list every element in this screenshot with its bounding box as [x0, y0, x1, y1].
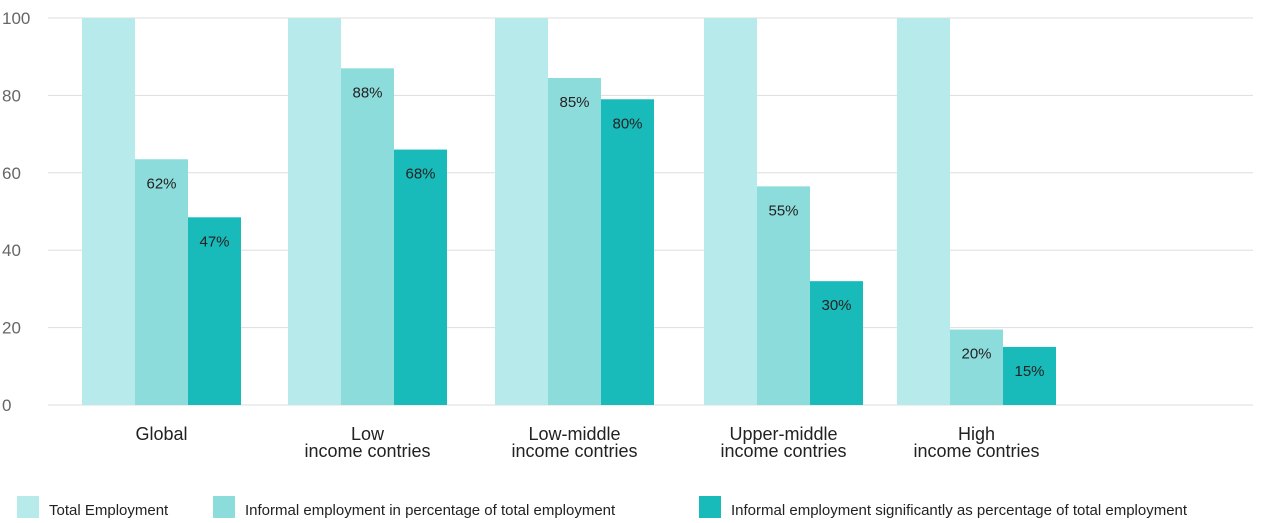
data-labels: 62% 88% 85% 55% 20% 47% 68% 80% 30% 15% [146, 84, 1044, 380]
data-label-series2-cat0: 47% [199, 233, 229, 250]
bar-series2-cat3 [810, 281, 863, 405]
bar-series1-cat3 [757, 186, 810, 405]
legend-label-0: Total Employment [49, 502, 169, 519]
y-tick-label: 40 [2, 241, 21, 260]
data-label-series2-cat2: 80% [612, 115, 642, 132]
bar-series2-cat0 [188, 217, 241, 405]
bar-series2-cat4 [1003, 346, 1056, 405]
bar-series1-cat2 [548, 77, 601, 406]
x-category-label: Low-middle income contries [511, 424, 637, 461]
bar-series0-cat4 [897, 18, 950, 405]
data-label-series1-cat3: 55% [768, 202, 798, 219]
legend-label-2: Informal employment significantly as per… [731, 502, 1188, 519]
data-label-series1-cat4: 20% [961, 346, 991, 363]
bar-series2-cat2 [601, 99, 654, 406]
y-tick-label: 80 [2, 86, 21, 105]
legend-swatch-2 [699, 496, 721, 518]
x-category-label: High income contries [913, 424, 1039, 461]
bar-series1-cat4 [950, 329, 1003, 405]
legend: Total Employment Informal employment in p… [17, 496, 1188, 519]
bar-series1-cat0 [135, 159, 188, 405]
data-label-series1-cat2: 85% [559, 94, 589, 111]
legend-swatch-1 [213, 496, 235, 518]
data-label-series2-cat1: 68% [405, 166, 435, 183]
bar-series1-cat1 [341, 68, 394, 405]
bar-series0-cat0 [82, 18, 135, 405]
x-category-label: Upper-middle income contries [720, 424, 846, 461]
legend-swatch-0 [17, 496, 39, 518]
data-label-series1-cat0: 62% [146, 175, 176, 192]
y-tick-label: 20 [2, 319, 21, 338]
y-tick-label: 100 [2, 9, 30, 28]
bars [82, 18, 1056, 406]
data-label-series2-cat3: 30% [821, 297, 851, 314]
bar-series2-cat1 [394, 149, 447, 405]
y-tick-label: 0 [2, 396, 11, 415]
bar-series0-cat2 [495, 18, 548, 405]
bar-series0-cat3 [704, 18, 757, 405]
y-axis: 0 20 40 60 80 100 [2, 9, 30, 415]
data-label-series2-cat4: 15% [1014, 363, 1044, 380]
x-category-label: Low income contries [304, 424, 430, 461]
x-category-label: Global [135, 424, 187, 444]
bar-series0-cat1 [288, 18, 341, 405]
x-axis: Global Low income contries Low-middle income… [135, 424, 1039, 461]
legend-label-1: Informal employment in percentage of tot… [245, 502, 616, 519]
y-tick-label: 60 [2, 164, 21, 183]
data-label-series1-cat1: 88% [352, 84, 382, 101]
